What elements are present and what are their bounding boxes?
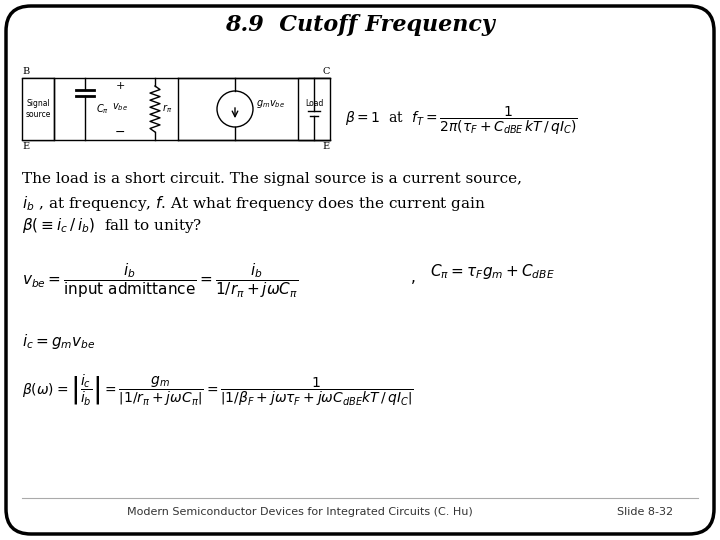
Text: $i_b$ , at frequency, $f$. At what frequency does the current gain: $i_b$ , at frequency, $f$. At what frequ… <box>22 194 486 213</box>
Text: $r_{\pi}$: $r_{\pi}$ <box>162 103 172 116</box>
Text: Load: Load <box>305 98 323 107</box>
FancyBboxPatch shape <box>6 6 714 534</box>
Text: $\beta(\equiv i_c\,/\,i_b)$  fall to unity?: $\beta(\equiv i_c\,/\,i_b)$ fall to unit… <box>22 216 202 235</box>
Text: $\beta = 1$  at  $f_T = \dfrac{1}{2\pi(\tau_F + C_{dBE}\,kT\,/\,qI_C)}$: $\beta = 1$ at $f_T = \dfrac{1}{2\pi(\ta… <box>345 105 578 137</box>
Text: $,$: $,$ <box>410 272 415 286</box>
Text: Modern Semiconductor Devices for Integrated Circuits (C. Hu): Modern Semiconductor Devices for Integra… <box>127 507 473 517</box>
Text: 8.9  Cutoff Frequency: 8.9 Cutoff Frequency <box>225 14 495 36</box>
FancyBboxPatch shape <box>298 78 330 140</box>
Text: +: + <box>115 81 125 91</box>
Text: E: E <box>22 142 29 151</box>
Text: $g_m v_{be}$: $g_m v_{be}$ <box>256 98 285 110</box>
FancyBboxPatch shape <box>22 78 54 140</box>
Text: The load is a short circuit. The signal source is a current source,: The load is a short circuit. The signal … <box>22 172 522 186</box>
Text: C: C <box>323 67 330 76</box>
Text: Slide 8-32: Slide 8-32 <box>617 507 673 517</box>
Text: $C_{\pi} = \tau_F g_m + C_{dBE}$: $C_{\pi} = \tau_F g_m + C_{dBE}$ <box>430 262 554 281</box>
Text: $\beta(\omega) = \left|\dfrac{i_c}{i_b}\right| = \dfrac{g_m}{\left|1/r_{\pi} + j: $\beta(\omega) = \left|\dfrac{i_c}{i_b}\… <box>22 372 414 408</box>
Text: $C_{\pi}$: $C_{\pi}$ <box>96 102 109 116</box>
Text: $i_c = g_m v_{be}$: $i_c = g_m v_{be}$ <box>22 332 96 351</box>
Text: Signal
source: Signal source <box>25 99 50 119</box>
Text: −: − <box>114 125 125 138</box>
Text: $v_{be} = \dfrac{i_b}{\mathrm{input\ admittance}} = \dfrac{i_b}{1/r_{\pi} + j\om: $v_{be} = \dfrac{i_b}{\mathrm{input\ adm… <box>22 262 299 300</box>
Text: E: E <box>323 142 330 151</box>
Text: $v_{be}$: $v_{be}$ <box>112 101 128 113</box>
Text: B: B <box>22 67 30 76</box>
Circle shape <box>217 91 253 127</box>
